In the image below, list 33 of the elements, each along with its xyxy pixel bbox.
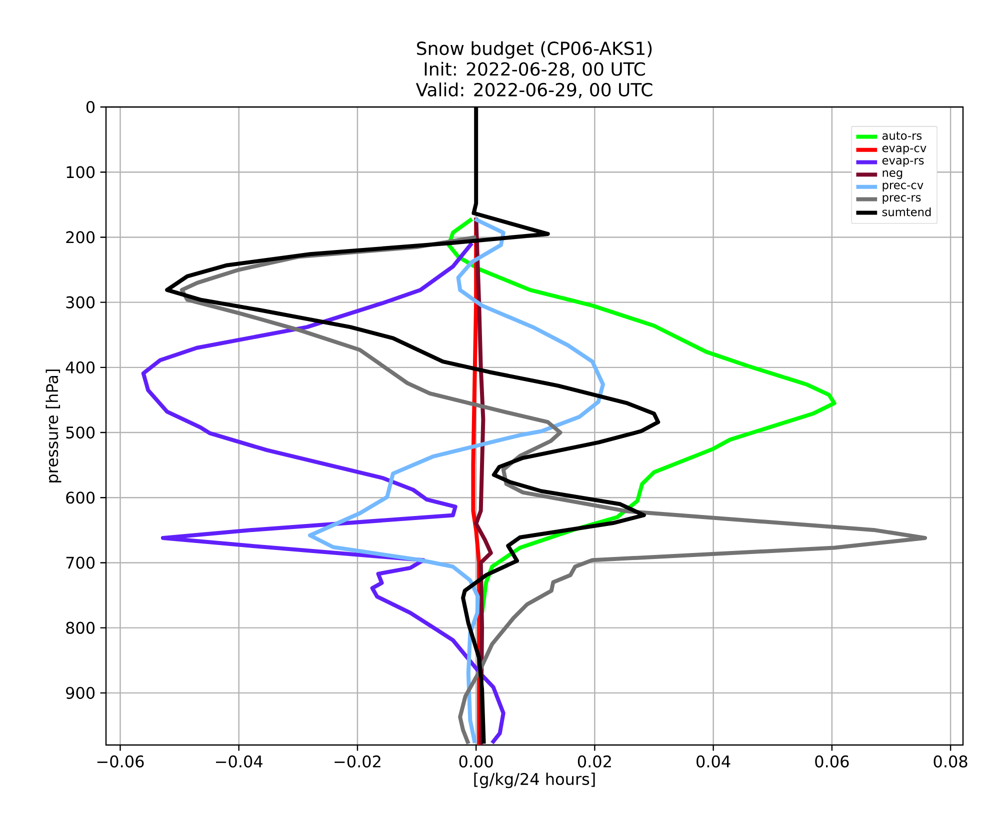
chart-subtitle: Init: 2022-06-28, 00 UTC [424, 62, 645, 78]
legend-label: evap-rs [882, 158, 924, 167]
y-tick-label: 700 [66, 556, 95, 569]
legend-label: neg [882, 170, 902, 180]
legend-label: evap-cv [882, 146, 926, 154]
x-tick-label: −0.06 [97, 755, 144, 768]
legend-label: prec-cv [882, 182, 924, 192]
y-tick-label: 100 [66, 166, 95, 178]
x-tick-label: 0.04 [696, 755, 730, 768]
x-tick-label: 0.06 [815, 755, 849, 768]
x-tick-label: 0.00 [459, 755, 493, 768]
legend-label: prec-rs [882, 195, 921, 204]
line-series [141, 241, 506, 746]
y-tick-label: 0 [86, 100, 95, 114]
text: Valid: 2022-06-29, 00 UTC [416, 82, 652, 98]
y-tick-label: 500 [66, 426, 95, 439]
y-tick-label: 400 [66, 361, 95, 374]
x-tick-label: −0.04 [216, 755, 262, 768]
x-tick-label: 0.08 [934, 755, 968, 768]
y-tick-label: 600 [66, 492, 95, 504]
x-tick-label: 0.02 [578, 755, 611, 768]
legend-label: sumtend [882, 207, 931, 216]
x-tick-label: −0.02 [334, 755, 380, 768]
y-tick-label: 800 [66, 622, 95, 634]
y-axis-title: pressure [hPa] [46, 370, 62, 482]
x-axis-title: [g/kg/24 hours] [474, 772, 595, 788]
y-tick-label: 900 [66, 686, 95, 699]
y-tick-label: 300 [66, 296, 95, 308]
line-series [308, 216, 606, 746]
legend-label: auto-rs [882, 132, 922, 140]
chart-title: Snow budget (CP06-AKS1) [417, 41, 652, 59]
line-series [446, 216, 836, 615]
y-tick-label: 200 [66, 231, 95, 244]
